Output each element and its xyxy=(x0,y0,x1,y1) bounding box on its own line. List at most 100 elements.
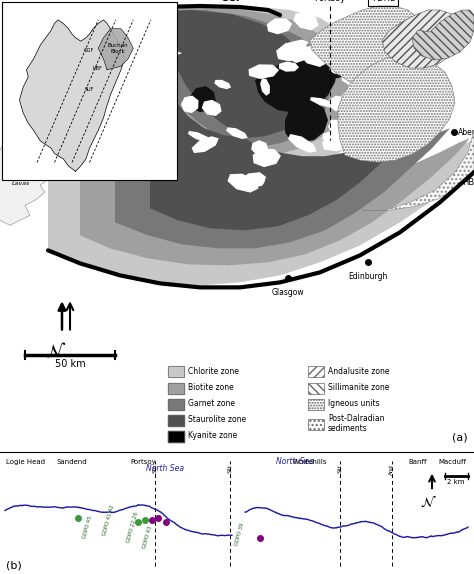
Bar xyxy=(168,414,184,425)
Bar xyxy=(2,2,177,180)
Polygon shape xyxy=(276,42,307,61)
Text: GDPO 22,26: GDPO 22,26 xyxy=(126,511,138,543)
Polygon shape xyxy=(150,50,182,56)
Text: North Sea: North Sea xyxy=(146,464,184,473)
Text: Edinburgh: Edinburgh xyxy=(348,272,388,281)
Text: Kyanite zone: Kyanite zone xyxy=(188,431,237,440)
Polygon shape xyxy=(226,127,248,139)
Text: $\mathcal{N}$: $\mathcal{N}$ xyxy=(46,343,66,362)
Polygon shape xyxy=(288,134,317,153)
Bar xyxy=(168,366,184,378)
Text: Biotite zone: Biotite zone xyxy=(188,383,234,392)
Text: Tayvallich
Lavas: Tayvallich Lavas xyxy=(12,176,43,186)
Text: North Sea: North Sea xyxy=(276,457,314,466)
Text: Banff: Banff xyxy=(409,459,427,465)
Polygon shape xyxy=(251,140,268,155)
Text: Logie Head: Logie Head xyxy=(6,459,45,465)
Text: GDPO 45: GDPO 45 xyxy=(82,515,93,540)
Text: HBF: HBF xyxy=(462,178,474,187)
Text: $\mathcal{N}$: $\mathcal{N}$ xyxy=(419,495,437,510)
Text: GGF: GGF xyxy=(84,48,94,53)
Bar xyxy=(168,430,184,441)
Polygon shape xyxy=(98,29,133,69)
Polygon shape xyxy=(281,40,309,53)
Polygon shape xyxy=(341,113,356,120)
Text: (a): (a) xyxy=(452,433,468,443)
Text: Stn: Stn xyxy=(152,464,158,474)
Bar xyxy=(308,418,324,429)
Polygon shape xyxy=(329,96,346,111)
Text: Macduff: Macduff xyxy=(438,459,466,465)
Bar xyxy=(168,382,184,394)
Text: Buchan
Block: Buchan Block xyxy=(107,43,128,54)
Polygon shape xyxy=(310,6,428,88)
Text: Sandend: Sandend xyxy=(57,459,87,465)
Polygon shape xyxy=(331,41,364,48)
Polygon shape xyxy=(260,78,270,96)
Polygon shape xyxy=(340,94,350,107)
Polygon shape xyxy=(328,119,356,141)
Polygon shape xyxy=(255,45,338,112)
Text: HBF: HBF xyxy=(93,66,103,71)
Bar xyxy=(168,398,184,409)
Polygon shape xyxy=(267,18,292,34)
Bar xyxy=(168,414,184,425)
Polygon shape xyxy=(310,22,382,78)
Polygon shape xyxy=(322,131,346,143)
Polygon shape xyxy=(322,133,356,152)
Polygon shape xyxy=(299,46,328,67)
Polygon shape xyxy=(150,10,435,230)
Polygon shape xyxy=(0,8,125,225)
Polygon shape xyxy=(190,86,216,112)
Text: 2 km: 2 km xyxy=(447,479,465,486)
Text: Aberdeen: Aberdeen xyxy=(458,127,474,137)
Text: Igneous units: Igneous units xyxy=(328,399,380,408)
Polygon shape xyxy=(80,8,470,265)
Text: Whitehills: Whitehills xyxy=(293,459,327,465)
Bar xyxy=(308,366,324,378)
Text: And: And xyxy=(389,464,395,475)
Polygon shape xyxy=(412,10,474,60)
Text: Silt: Silt xyxy=(337,464,343,473)
Bar xyxy=(168,382,184,394)
Polygon shape xyxy=(310,97,338,108)
Text: Staurolite zone: Staurolite zone xyxy=(188,415,246,424)
Polygon shape xyxy=(295,130,474,210)
Text: PDHL: PDHL xyxy=(372,0,394,3)
Text: Garnet zone: Garnet zone xyxy=(188,399,235,408)
Polygon shape xyxy=(191,136,219,153)
Polygon shape xyxy=(248,64,279,79)
Polygon shape xyxy=(181,95,199,113)
Polygon shape xyxy=(293,12,319,30)
Bar xyxy=(308,398,324,409)
Polygon shape xyxy=(19,20,125,171)
Polygon shape xyxy=(340,129,353,137)
Polygon shape xyxy=(285,102,328,142)
Bar xyxy=(168,430,184,441)
Polygon shape xyxy=(329,67,344,75)
Text: GDPO 41,42: GDPO 41,42 xyxy=(101,504,115,536)
Bar xyxy=(308,382,324,394)
Text: GDPO 39: GDPO 39 xyxy=(235,522,246,546)
Text: Chlorite zone: Chlorite zone xyxy=(188,367,239,376)
Text: Silt: Silt xyxy=(228,464,233,473)
Text: GDPO 43: GDPO 43 xyxy=(143,526,154,550)
Polygon shape xyxy=(306,22,314,30)
Polygon shape xyxy=(342,70,363,85)
Polygon shape xyxy=(188,131,211,142)
Polygon shape xyxy=(247,176,265,188)
Text: SUF: SUF xyxy=(84,87,94,92)
Text: Sillimanite zone: Sillimanite zone xyxy=(328,383,389,392)
Polygon shape xyxy=(240,172,266,189)
Polygon shape xyxy=(48,6,474,285)
Polygon shape xyxy=(382,10,464,68)
Polygon shape xyxy=(279,61,299,72)
Text: 50 km: 50 km xyxy=(55,359,85,370)
Text: Glasgow: Glasgow xyxy=(272,288,304,297)
Polygon shape xyxy=(115,10,450,249)
Polygon shape xyxy=(202,100,221,116)
Text: Portsoy: Portsoy xyxy=(130,459,156,465)
Text: GGF: GGF xyxy=(221,0,243,3)
Bar xyxy=(168,398,184,409)
Text: Andalusite zone: Andalusite zone xyxy=(328,367,390,376)
